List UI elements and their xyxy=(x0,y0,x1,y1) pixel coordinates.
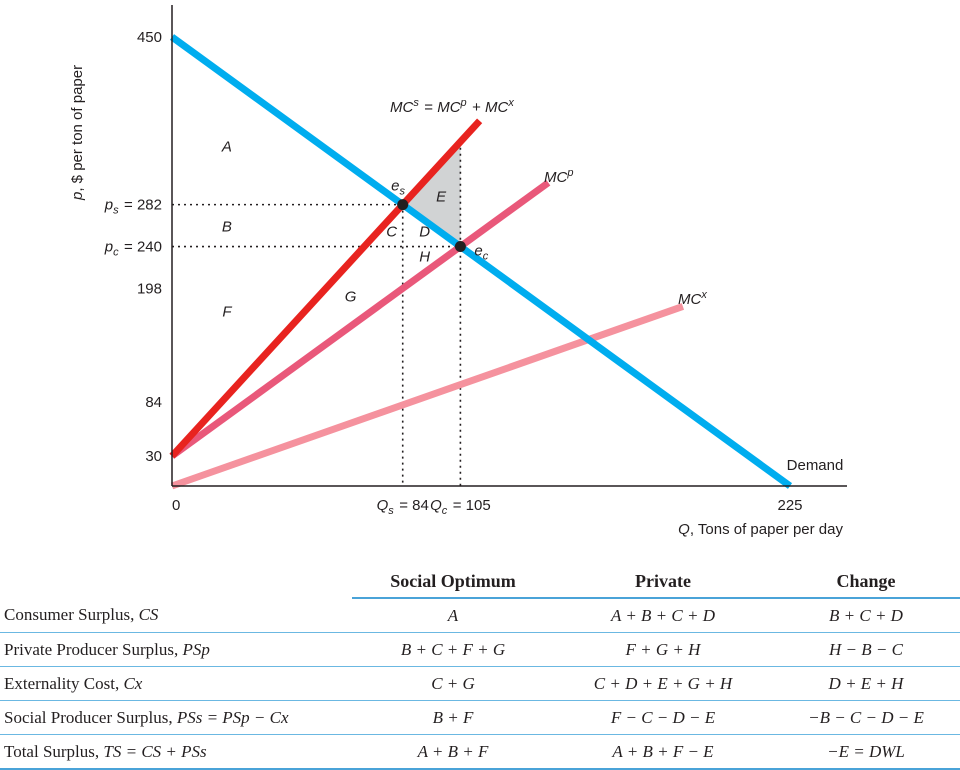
cell-private: C + D + E + G + H xyxy=(554,666,772,701)
cell-change: −B − C − D − E xyxy=(772,700,960,735)
series-layer xyxy=(169,34,793,490)
cell-change: H − B − C xyxy=(772,632,960,667)
x-tick-label-3: 225 xyxy=(777,497,802,514)
row-label-symbol: TS = CS + PSs xyxy=(103,741,207,761)
dotted-guides xyxy=(172,141,462,486)
table-header-blank xyxy=(0,565,352,598)
y-tick-label-3: 198 xyxy=(137,280,162,297)
row-label: Externality Cost, Cx xyxy=(0,666,352,701)
table-header-change: Change xyxy=(772,565,960,599)
x-tick-label-1: Qs = 84 xyxy=(377,497,429,517)
table-header-private: Private xyxy=(554,565,772,599)
row-label-text: Externality Cost, xyxy=(4,673,124,693)
row-label: Consumer Surplus, CS xyxy=(0,598,352,633)
cell-private: A + B + F − E xyxy=(554,734,772,770)
series-label-mcp: MCp xyxy=(544,167,575,186)
region-label-c: C xyxy=(386,224,397,241)
region-label-d: D xyxy=(419,224,430,241)
region-label-b: B xyxy=(222,219,232,236)
table-header-row: Social Optimum Private Change xyxy=(0,565,960,599)
series-label-mcx: MCx xyxy=(678,289,708,308)
region-label-f: F xyxy=(222,303,232,320)
cell-social: A + B + F xyxy=(352,734,554,770)
points-layer xyxy=(397,199,466,253)
cell-private: F + G + H xyxy=(554,632,772,667)
shaded-region-e xyxy=(402,141,461,247)
row-label: Total Surplus, TS = CS + PSs xyxy=(0,734,352,770)
region-label-h: H xyxy=(419,249,430,266)
row-label-symbol: Cx xyxy=(123,673,143,693)
demand-line xyxy=(169,34,793,489)
cell-change: B + C + D xyxy=(772,598,960,633)
cell-change: D + E + H xyxy=(772,666,960,701)
cell-private: A + B + C + D xyxy=(554,598,772,633)
cell-social: C + G xyxy=(352,666,554,701)
series-label-mcs: MCs = MCp + MCx xyxy=(390,97,515,116)
y-tick-label-1: ps = 282 xyxy=(104,197,162,217)
region-labels: A B C D E H G F xyxy=(221,139,447,321)
table-row: Social Producer Surplus, PSs = PSp − Cx B… xyxy=(0,700,960,735)
row-label-symbol: PSs = PSp − Cx xyxy=(176,707,289,727)
y-tick-label-2: pc = 240 xyxy=(104,239,162,259)
region-label-g: G xyxy=(345,288,357,305)
cell-social: B + C + F + G xyxy=(352,632,554,667)
x-tick-label-2: Qc = 105 xyxy=(430,497,491,517)
cell-social: B + F xyxy=(352,700,554,735)
y-axis-label: p, $ per ton of paper xyxy=(69,65,86,201)
row-label-symbol: CS xyxy=(138,605,159,624)
welfare-chart: 450 ps = 282 pc = 240 198 84 30 0 Qs = 84 Qc = 1… xyxy=(69,5,847,538)
table-row: Private Producer Surplus, PSp B + C + F +… xyxy=(0,632,960,667)
mcx-line xyxy=(170,303,685,490)
y-tick-label-5: 30 xyxy=(145,448,162,465)
row-label-text: Total Surplus, xyxy=(4,741,104,761)
surplus-table: Social Optimum Private Change Consumer S… xyxy=(0,565,960,770)
cell-private: F − C − D − E xyxy=(554,700,772,735)
y-tick-label-4: 84 xyxy=(145,394,162,411)
row-label-text: Consumer Surplus, xyxy=(4,605,139,624)
mcp-line xyxy=(169,179,551,459)
row-label: Social Producer Surplus, PSs = PSp − Cx xyxy=(0,700,352,735)
row-label-symbol: PSp xyxy=(182,639,210,659)
mcs-line xyxy=(169,118,483,459)
row-label-text: Social Producer Surplus, xyxy=(4,707,177,727)
curve-labels: es ec Demand MCs = MCp + MCx MCp MCx xyxy=(390,97,843,474)
equilibrium-point-ec xyxy=(454,241,466,253)
x-tick-label-0: 0 xyxy=(172,497,180,514)
region-label-e: E xyxy=(436,189,447,206)
row-label: Private Producer Surplus, PSp xyxy=(0,632,352,667)
equilibrium-point-es xyxy=(397,199,409,211)
table-header-social: Social Optimum xyxy=(352,565,554,599)
cell-social: A xyxy=(352,598,554,633)
point-label-ec: ec xyxy=(474,243,489,263)
x-axis-label: Q, Tons of paper per day xyxy=(678,521,843,538)
tick-labels: 450 ps = 282 pc = 240 198 84 30 0 Qs = 84 Qc = 1… xyxy=(104,29,803,517)
row-label-text: Private Producer Surplus, xyxy=(4,639,183,659)
series-label-demand: Demand xyxy=(787,457,844,474)
region-label-a: A xyxy=(221,139,232,156)
point-label-es: es xyxy=(391,178,406,198)
y-tick-label-0: 450 xyxy=(137,29,162,46)
cell-change: −E = DWL xyxy=(772,734,960,770)
